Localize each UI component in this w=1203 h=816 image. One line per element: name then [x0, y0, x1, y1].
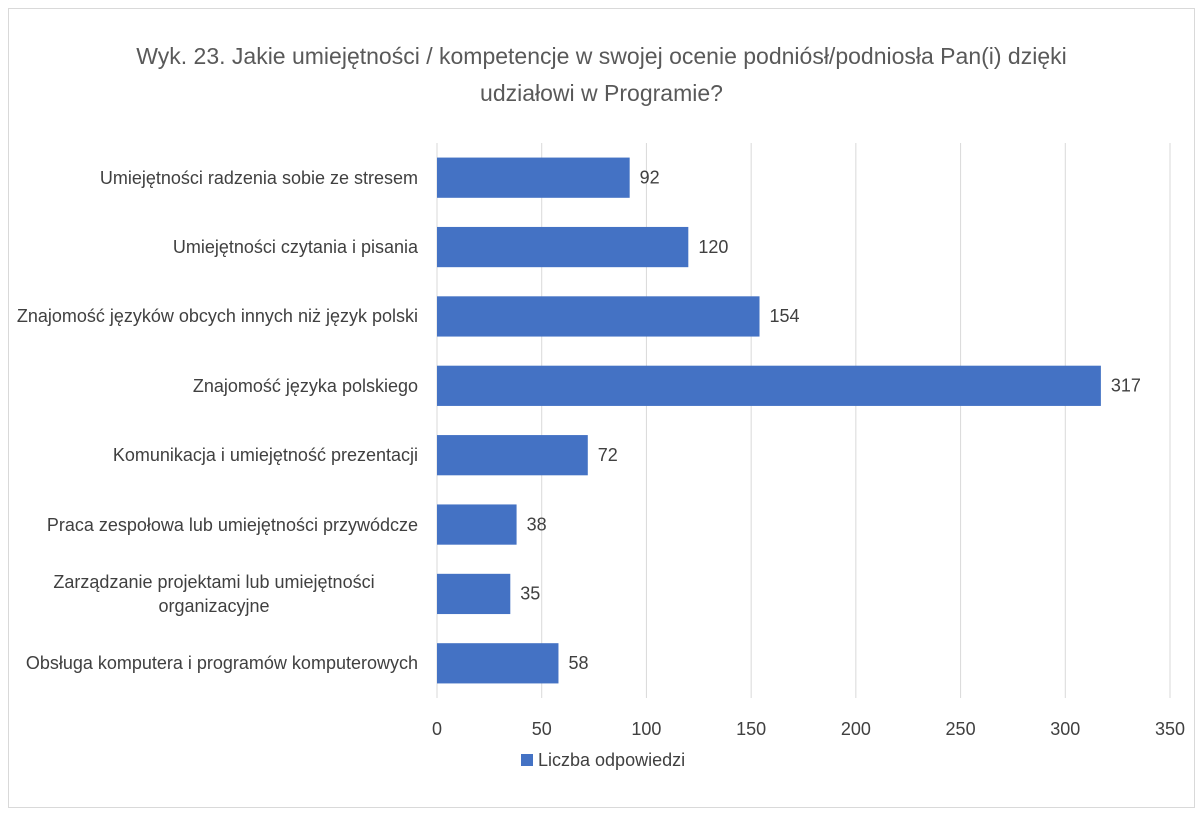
y-tick-label: Umiejętności czytania i pisania — [10, 235, 418, 259]
bar — [437, 157, 630, 198]
category-text: Komunikacja i umiejętność prezentacji — [112, 445, 418, 466]
data-label: 317 — [1111, 376, 1141, 396]
y-tick-label: Praca zespołowa lub umiejętności przywód… — [10, 513, 418, 537]
bar — [437, 435, 588, 476]
data-label: 38 — [527, 514, 547, 534]
bar — [437, 643, 559, 684]
y-tick-label: Zarządzanie projektami lub umiejętności … — [10, 570, 418, 618]
legend-swatch — [521, 754, 533, 766]
legend-label: Liczba odpowiedzi — [538, 750, 685, 770]
data-label: 72 — [598, 445, 618, 465]
chart-border — [8, 8, 1195, 808]
category-text: Umiejętności czytania i pisania — [172, 237, 418, 258]
y-tick-label: Znajomość języka polskiego — [10, 374, 418, 398]
x-tick-label: 300 — [1050, 719, 1080, 739]
bar — [437, 226, 689, 268]
bar — [437, 365, 1101, 406]
data-label: 92 — [640, 167, 660, 187]
data-label: 120 — [698, 237, 728, 257]
y-tick-label: Obsługa komputera i programów komputerow… — [10, 651, 418, 675]
y-tick-label: Komunikacja i umiejętność prezentacji — [10, 443, 418, 467]
category-text: Znajomość języków obcych innych niż języ… — [16, 306, 418, 327]
x-tick-label: 0 — [432, 719, 442, 739]
bar — [437, 504, 517, 545]
data-label: 154 — [770, 306, 800, 326]
data-label: 58 — [568, 653, 588, 673]
category-text: Obsługa komputera i programów komputerow… — [25, 653, 418, 674]
x-tick-label: 100 — [631, 719, 661, 739]
category-text: Praca zespołowa lub umiejętności przywód… — [46, 514, 418, 535]
data-label: 35 — [520, 584, 540, 604]
y-tick-label: Umiejętności radzenia sobie ze stresem — [10, 166, 418, 190]
x-tick-label: 200 — [841, 719, 871, 739]
x-tick-label: 250 — [946, 719, 976, 739]
bar — [437, 296, 760, 337]
bar — [437, 573, 511, 615]
category-text: Umiejętności radzenia sobie ze stresem — [99, 167, 418, 188]
y-tick-label: Znajomość języków obcych innych niż języ… — [10, 304, 418, 328]
category-text: Znajomość języka polskiego — [192, 375, 418, 396]
chart-title: Wyk. 23. Jakie umiejętności / kompetencj… — [136, 43, 1067, 106]
category-text: Zarządzanie projektami lub umiejętności … — [53, 571, 375, 616]
x-tick-label: 350 — [1155, 719, 1185, 739]
x-tick-label: 50 — [532, 719, 552, 739]
x-tick-label: 150 — [736, 719, 766, 739]
